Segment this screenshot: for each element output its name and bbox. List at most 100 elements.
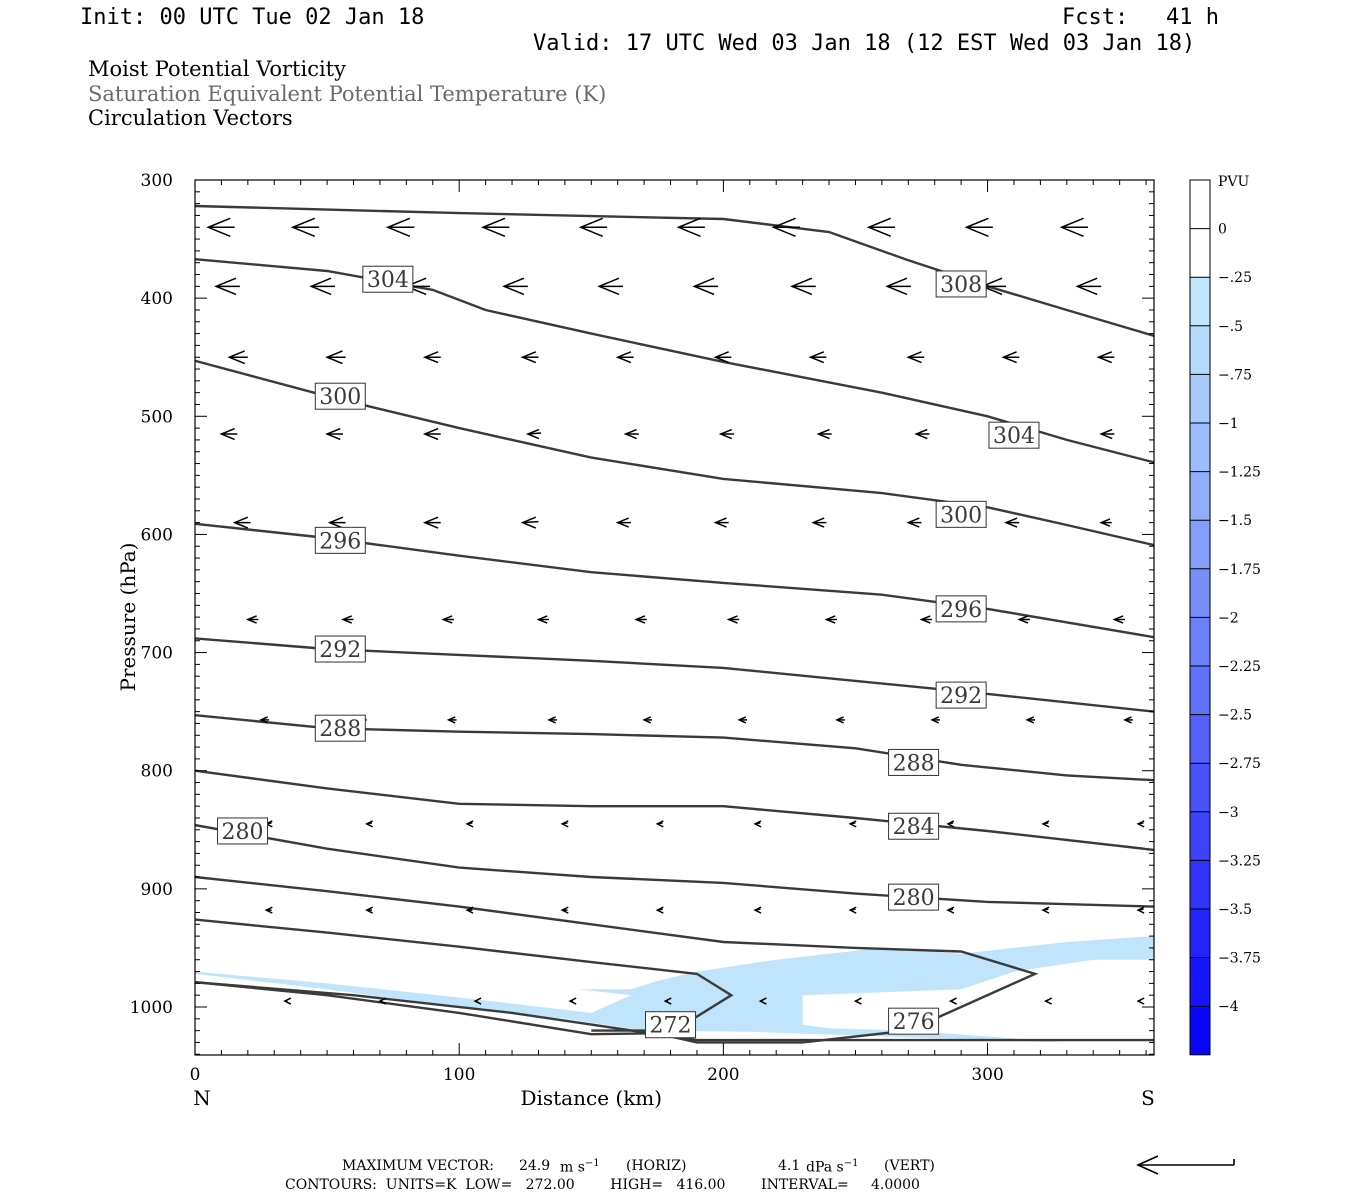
y-tick-label: 900 [141, 880, 173, 900]
wind-vector [422, 351, 441, 364]
title-mpv: Moist Potential Vorticity [88, 57, 346, 81]
wind-vector [615, 351, 634, 364]
wind-vector [1059, 217, 1088, 237]
wind-vector [365, 820, 374, 828]
wind-vector [1041, 906, 1050, 914]
x-tick-label: 300 [971, 1065, 1003, 1085]
wind-vector [1025, 716, 1036, 724]
colorbar-level-label: −3.5 [1218, 902, 1252, 918]
contour-label-text: 308 [940, 273, 982, 298]
wind-vector [290, 217, 320, 237]
y-axis-title: Pressure (hPa) [116, 543, 140, 692]
wind-vector [568, 997, 577, 1005]
theta-contour-276 [195, 875, 1039, 1044]
wind-vector [615, 517, 631, 528]
wind-vector [948, 997, 957, 1005]
wind-vector [560, 906, 569, 914]
y-tick-label: 600 [141, 525, 173, 545]
wind-vector [1044, 997, 1053, 1005]
colorbar-swatch [1190, 957, 1210, 1007]
horiz-unit-exponent: −1 [584, 1158, 600, 1169]
theta-contour-300 [195, 359, 1154, 547]
wind-vector [1099, 518, 1112, 527]
title-theta-es: Saturation Equivalent Potential Temperat… [88, 82, 607, 106]
colorbar-swatch [1190, 763, 1210, 812]
wind-vector [713, 351, 732, 364]
x-tick-label: 0 [190, 1065, 201, 1085]
contour-label-text: 300 [319, 385, 361, 410]
x-axis-title: Distance (km) [520, 1086, 662, 1110]
vert-unit: dPa s−1 [806, 1158, 858, 1176]
max-vector-vert-value: 4.1 [778, 1158, 801, 1174]
max-vector-label: MAXIMUM VECTOR: [342, 1158, 494, 1174]
wind-vector [758, 997, 767, 1005]
wind-vector [811, 517, 827, 528]
contour-label-text: 292 [940, 684, 982, 709]
wind-vector [1099, 428, 1115, 440]
wind-vector [1123, 716, 1133, 724]
wind-vector [914, 428, 930, 440]
colorbar-level-label: −2.25 [1218, 659, 1261, 675]
wind-vector [473, 997, 482, 1005]
wind-vector [597, 277, 623, 296]
wind-vector [325, 427, 343, 441]
wind-vector [848, 906, 857, 914]
wind-vector [790, 277, 816, 296]
horiz-unit: m s−1 [560, 1158, 600, 1176]
colorbar-swatch [1190, 374, 1210, 423]
wind-vector [480, 217, 510, 237]
x-tick-label: 100 [443, 1065, 475, 1085]
colorbar-level-label: −.25 [1218, 270, 1252, 286]
contour-label: 280 [217, 817, 269, 845]
theta-contour-280 [195, 823, 1154, 908]
wind-vector [1136, 997, 1145, 1005]
wind-vector [206, 217, 235, 237]
wind-vector [520, 351, 539, 364]
contour-label-text: 280 [222, 820, 264, 845]
theta-contour-288 [195, 714, 1154, 782]
wind-vector [753, 820, 762, 828]
endpoint-north: N [193, 1086, 211, 1110]
wind-vector [441, 615, 454, 624]
wind-vector [219, 427, 238, 441]
wind-vector [906, 351, 925, 364]
colorbar-swatch [1190, 423, 1210, 472]
wind-vector [465, 906, 474, 914]
contour-label-text: 288 [893, 751, 935, 776]
contour-label-text: 288 [319, 717, 361, 742]
contour-label: 292 [935, 681, 987, 709]
wind-vector [309, 277, 336, 296]
valid-time: Valid: 17 UTC Wed 03 Jan 18 (12 EST Wed … [533, 31, 1196, 56]
colorbar-level-label: −1.75 [1218, 562, 1261, 578]
colorbar-swatch [1190, 714, 1210, 764]
colorbar-level-label: −2.75 [1218, 756, 1261, 772]
colorbar-level-label: −2.5 [1218, 708, 1252, 724]
colorbar-swatch [1190, 811, 1210, 861]
wind-vector [623, 428, 639, 440]
wind-vector [1004, 517, 1020, 528]
wind-vector [718, 428, 734, 440]
contour-label: 272 [645, 1011, 697, 1039]
wind-vector [385, 217, 415, 237]
contour-label-text: 304 [367, 268, 409, 293]
wind-vector [848, 820, 857, 828]
contour-label-text: 292 [319, 638, 361, 663]
vert-unit-exponent: −1 [843, 1158, 859, 1169]
wind-vector [536, 615, 550, 624]
horiz-tag: (HORIZ) [626, 1158, 687, 1174]
wind-vector [1017, 615, 1030, 624]
colorbar-level-label: −3 [1218, 805, 1239, 821]
wind-vector [525, 428, 542, 440]
wind-vector [946, 906, 955, 914]
colorbar-level-label: −2 [1218, 610, 1239, 626]
colorbar-swatch [1190, 228, 1210, 278]
colorbar-swatch [1190, 617, 1210, 666]
colorbar-level-label: −1.25 [1218, 465, 1261, 481]
wind-vector [866, 217, 896, 237]
wind-vector [964, 217, 993, 237]
contour-label: 308 [935, 270, 987, 298]
colorbar-swatch [1190, 277, 1210, 326]
y-tick-label: 300 [141, 171, 173, 191]
colorbar-level-label: −3.75 [1218, 951, 1261, 967]
wind-vector [885, 277, 911, 296]
